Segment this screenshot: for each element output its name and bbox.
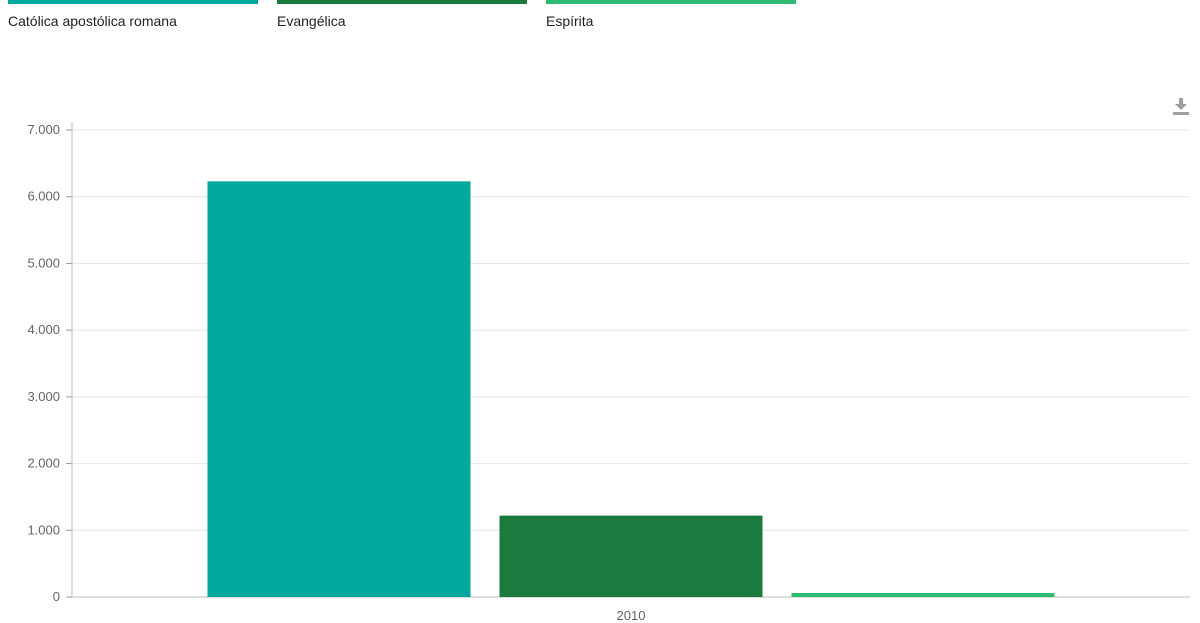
- y-tick-label: 4.000: [27, 322, 60, 337]
- legend-item-evangelica[interactable]: Evangélica: [277, 0, 527, 29]
- legend-label: Católica apostólica romana: [8, 13, 177, 29]
- y-tick-label: 1.000: [27, 522, 60, 537]
- y-tick-label: 3.000: [27, 389, 60, 404]
- y-tick-label: 2.000: [27, 456, 60, 471]
- legend-item-catolica[interactable]: Católica apostólica romana: [8, 0, 258, 29]
- legend-label: Espírita: [546, 13, 594, 29]
- legend-label: Evangélica: [277, 13, 346, 29]
- bar: [207, 181, 471, 597]
- y-tick-label: 5.000: [27, 255, 60, 270]
- legend-swatch: [8, 0, 258, 4]
- legend-swatch: [277, 0, 527, 4]
- x-tick-label: 2010: [617, 608, 646, 623]
- y-tick-label: 6.000: [27, 189, 60, 204]
- legend-swatch: [546, 0, 796, 4]
- download-icon[interactable]: [1170, 95, 1192, 117]
- bar: [791, 592, 1055, 597]
- y-tick-label: 0: [53, 589, 60, 604]
- legend-item-espirita[interactable]: Espírita: [546, 0, 796, 29]
- bar: [499, 515, 763, 597]
- y-tick-label: 7.000: [27, 122, 60, 137]
- legend: Católica apostólica romana Evangélica Es…: [8, 0, 815, 29]
